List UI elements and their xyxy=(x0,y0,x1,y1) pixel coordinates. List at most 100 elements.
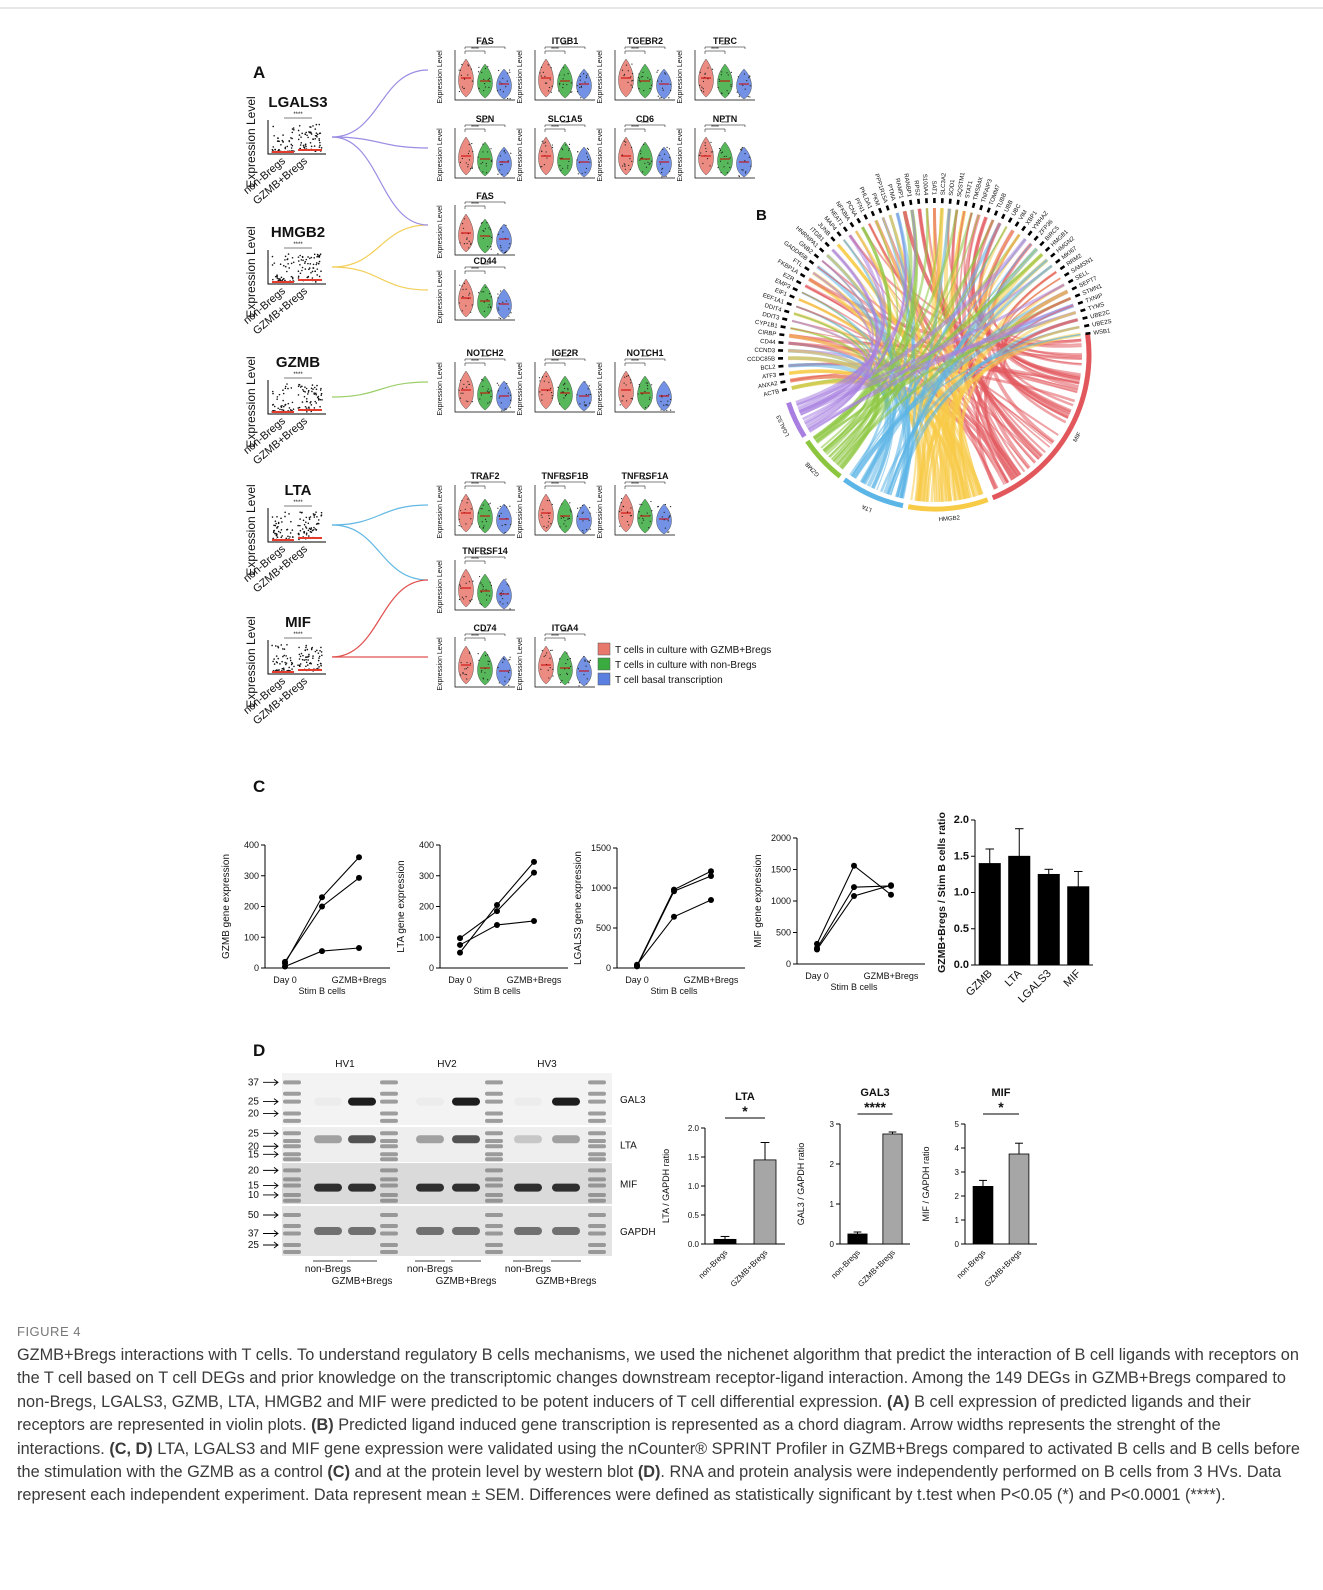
chord xyxy=(822,253,1044,453)
y-tick-label: 2 xyxy=(830,1160,835,1169)
cell-dot xyxy=(481,521,483,523)
ladder-band xyxy=(380,1118,398,1123)
cell-dot xyxy=(318,275,321,278)
gene-tick xyxy=(971,202,976,209)
cell-dot xyxy=(314,400,317,403)
cell-dot xyxy=(482,161,484,164)
cell-dot xyxy=(667,531,669,533)
cell-dot xyxy=(646,512,648,514)
cell-dot xyxy=(320,646,322,649)
cell-dot xyxy=(644,162,646,164)
cell-dot xyxy=(277,530,280,533)
cell-dot xyxy=(699,71,701,73)
gene-tick xyxy=(885,205,890,211)
cell-dot xyxy=(305,258,308,261)
cell-dot xyxy=(463,576,465,578)
x-tick-label: Stim B cells xyxy=(473,986,521,996)
cell-dot xyxy=(718,80,720,82)
y-axis-label: Expression Level xyxy=(517,362,524,416)
cell-dot xyxy=(486,151,489,153)
cell-dot xyxy=(586,156,589,158)
cell-dot xyxy=(720,74,723,76)
cell-dot xyxy=(509,399,512,401)
cell-dot xyxy=(291,256,294,259)
significance: **** xyxy=(481,553,489,559)
cell-dot xyxy=(305,397,308,400)
significance-bracket xyxy=(464,270,486,274)
gene-tick xyxy=(870,210,876,217)
caption-segment: LTA, LGALS3 and MIF gene expression were… xyxy=(17,1439,1300,1482)
protein-band xyxy=(514,1135,542,1144)
marker-label: 10 xyxy=(248,1190,260,1201)
cell-dot xyxy=(305,400,308,403)
y-axis-label: Expression Level xyxy=(244,96,258,187)
cell-dot xyxy=(484,86,486,88)
cell-dot xyxy=(588,661,591,663)
cell-dot xyxy=(480,671,483,673)
point xyxy=(888,891,894,898)
cell-dot xyxy=(740,148,742,151)
cell-dot xyxy=(470,508,472,510)
cell-dot xyxy=(482,380,484,382)
cell-dot xyxy=(305,145,307,148)
cell-dot xyxy=(310,528,312,530)
cell-dot xyxy=(577,151,579,153)
cell-dot xyxy=(577,173,579,175)
chord xyxy=(813,209,959,440)
cell-dot xyxy=(307,659,309,661)
cell-dot xyxy=(284,385,287,388)
gene-tick xyxy=(909,199,913,206)
cell-dot xyxy=(467,498,469,500)
y-axis-label: LGALS3 gene expression xyxy=(573,851,584,965)
significance-bracket xyxy=(544,358,586,361)
cell-dot xyxy=(630,84,632,86)
cell-dot xyxy=(277,645,279,648)
cell-dot xyxy=(460,661,462,664)
cell-dot xyxy=(563,74,565,76)
cell-dot xyxy=(662,89,664,91)
cell-dot xyxy=(498,317,500,319)
gene-tick xyxy=(1050,252,1056,258)
cell-dot xyxy=(579,86,581,89)
cell-dot xyxy=(291,276,294,279)
ladder-band xyxy=(283,1118,301,1123)
cell-dot xyxy=(506,583,508,585)
cell-dot xyxy=(287,253,290,255)
cell-dot xyxy=(318,123,321,126)
x-tick-label: Stim B cells xyxy=(650,986,698,996)
cell-dot xyxy=(562,83,564,85)
cell-dot xyxy=(310,400,312,403)
cell-dot xyxy=(482,385,484,388)
y-axis-label: Expression Level xyxy=(677,128,684,182)
cell-dot xyxy=(297,129,300,132)
cell-dot xyxy=(583,73,585,75)
y-axis-label: Expression Level xyxy=(437,270,444,324)
link-curve xyxy=(331,136,429,226)
cell-dot xyxy=(650,84,653,86)
significance-bracket xyxy=(464,266,506,269)
group-label: non-Bregs xyxy=(407,1264,453,1275)
cell-dot xyxy=(666,409,668,412)
cell-dot xyxy=(589,507,591,509)
cell-dot xyxy=(459,585,462,587)
cell-dot xyxy=(284,661,286,664)
x-tick-label: GZMB+Bregs xyxy=(864,971,919,981)
cell-dot xyxy=(308,131,311,134)
cell-dot xyxy=(647,77,649,79)
cell-dot xyxy=(458,389,460,391)
cell-dot xyxy=(570,82,572,84)
cell-dot xyxy=(470,518,472,520)
cell-dot xyxy=(272,146,275,148)
ladder-band xyxy=(485,1231,503,1236)
receptor-title: SPN xyxy=(476,114,495,124)
cell-dot xyxy=(289,657,292,659)
cell-dot xyxy=(550,649,552,652)
cell-dot xyxy=(568,147,570,150)
cell-dot xyxy=(576,85,578,87)
y-tick-label: 3 xyxy=(955,1168,960,1177)
cell-dot xyxy=(559,658,561,660)
receptor-title: NOTCH2 xyxy=(466,348,503,358)
cell-dot xyxy=(626,511,629,513)
caption-segment: . RNA and protein analysis were independ… xyxy=(17,1463,1282,1505)
x-tick-label: Stim B cells xyxy=(830,982,878,992)
